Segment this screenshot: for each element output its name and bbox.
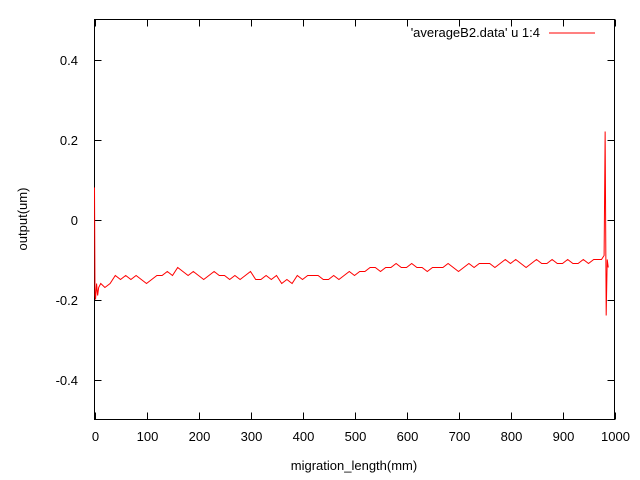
plot-border [94, 19, 615, 420]
x-tick-label: 200 [189, 429, 211, 444]
y-tick-label: 0 [71, 213, 78, 228]
y-axis-label: output(um) [15, 188, 30, 251]
tick-marks [94, 19, 616, 420]
x-tick-label: 0 [92, 429, 99, 444]
x-tick-label: 800 [501, 429, 523, 444]
x-tick-label: 1000 [601, 429, 630, 444]
series-layer [94, 131, 609, 316]
legend-label: 'averageB2.data' u 1:4 [411, 25, 540, 40]
y-tick-label: 0.4 [60, 53, 78, 68]
series-line [94, 131, 609, 316]
x-tick-label: 300 [241, 429, 263, 444]
x-tick-label: 700 [449, 429, 471, 444]
y-tick-label: -0.2 [56, 293, 78, 308]
x-tick-labels: 0 100 200 300 400 500 600 700 800 900 1000 [92, 429, 630, 444]
y-tick-label: -0.4 [56, 373, 78, 388]
legend: 'averageB2.data' u 1:4 [411, 25, 595, 40]
x-tick-label: 900 [553, 429, 575, 444]
x-tick-label: 600 [397, 429, 419, 444]
x-tick-label: 400 [293, 429, 315, 444]
x-axis-label: migration_length(mm) [291, 458, 417, 473]
x-tick-label: 100 [137, 429, 159, 444]
y-tick-labels: 0.4 0.2 0 -0.2 -0.4 [56, 53, 78, 388]
x-tick-label: 500 [345, 429, 367, 444]
y-tick-label: 0.2 [60, 133, 78, 148]
